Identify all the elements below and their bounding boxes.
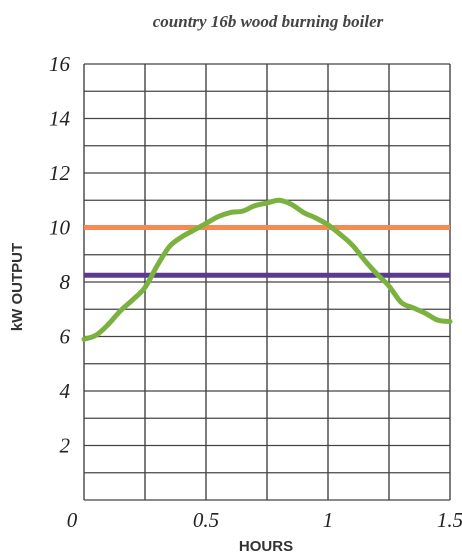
x-tick-label: 1.5 (437, 508, 462, 532)
x-axis-label: HOURS (239, 538, 293, 555)
series-layer (81, 197, 453, 342)
y-tick-label: 16 (49, 52, 71, 76)
y-tick-label: 4 (60, 379, 71, 403)
reference-lines (84, 225, 450, 278)
x-tick-label: 0 (67, 508, 78, 532)
x-tick-label: 1 (323, 508, 334, 532)
y-tick-label: 2 (60, 434, 71, 458)
plot-grid (83, 63, 451, 501)
series-line-0 (81, 197, 453, 342)
y-tick-label: 10 (49, 216, 71, 240)
y-axis-label: kW OUTPUT (9, 243, 26, 331)
x-tick-label: 0.5 (193, 508, 219, 532)
y-tick-label: 12 (49, 161, 71, 185)
y-axis-ticks: 2 4 6 8 10 12 14 16 (49, 52, 71, 458)
y-tick-label: 14 (49, 107, 71, 131)
chart-title: country 16b wood burning boiler (153, 12, 384, 31)
y-tick-label: 8 (60, 270, 71, 294)
y-tick-label: 6 (60, 325, 71, 349)
x-axis-ticks: 0 0.5 1 1.5 (67, 508, 462, 532)
